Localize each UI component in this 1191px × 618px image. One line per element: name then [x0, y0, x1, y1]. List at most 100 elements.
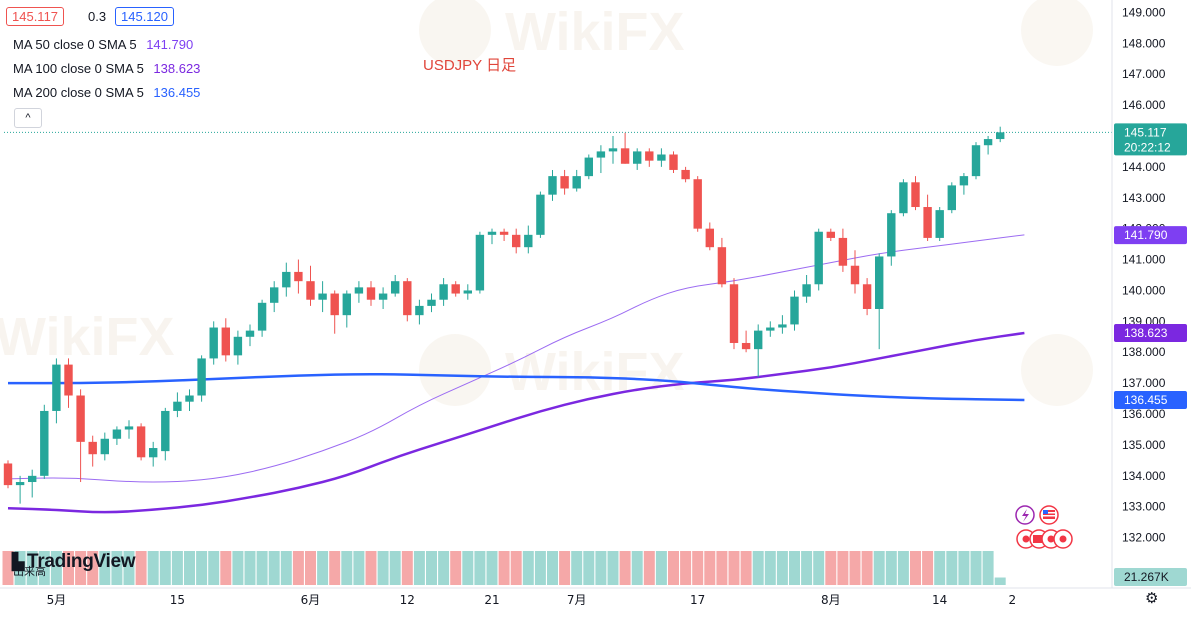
- candle[interactable]: [185, 395, 194, 402]
- candle[interactable]: [15, 482, 25, 486]
- price-tick-label: 133.000: [1122, 500, 1166, 514]
- candle[interactable]: [209, 327, 218, 359]
- price-axis[interactable]: 149.000148.000147.000146.000145.000144.0…: [1111, 0, 1191, 613]
- candle[interactable]: [487, 231, 497, 235]
- candle[interactable]: [560, 176, 569, 189]
- candle[interactable]: [294, 271, 303, 282]
- candle[interactable]: [548, 176, 557, 195]
- candle[interactable]: [100, 438, 109, 455]
- candle[interactable]: [245, 330, 255, 337]
- candle[interactable]: [512, 234, 521, 248]
- candle[interactable]: [633, 151, 642, 164]
- time-axis[interactable]: 5月 15 6月 12 21 7月 17 8月 14 2: [0, 587, 1191, 607]
- volume-bar: [510, 551, 522, 585]
- candle[interactable]: [136, 426, 146, 458]
- candle[interactable]: [935, 210, 944, 238]
- candle[interactable]: [221, 327, 230, 356]
- candle[interactable]: [391, 281, 400, 294]
- candle[interactable]: [645, 151, 654, 161]
- candle[interactable]: [790, 296, 799, 325]
- candle[interactable]: [572, 176, 581, 189]
- candle[interactable]: [112, 429, 122, 439]
- ma200-legend[interactable]: MA 200 close 0 SMA 5 136.455: [13, 85, 200, 100]
- candle[interactable]: [802, 284, 811, 297]
- candle[interactable]: [88, 441, 97, 455]
- candle[interactable]: [729, 284, 739, 343]
- candle[interactable]: [475, 234, 485, 291]
- candle[interactable]: [608, 148, 618, 152]
- candle[interactable]: [862, 284, 872, 309]
- candle[interactable]: [173, 401, 182, 411]
- candle[interactable]: [911, 182, 920, 208]
- candle[interactable]: [814, 231, 823, 285]
- candle[interactable]: [971, 145, 981, 177]
- collapse-legend-button[interactable]: ^: [14, 108, 42, 128]
- candle[interactable]: [270, 287, 279, 303]
- candle[interactable]: [620, 148, 630, 164]
- candle[interactable]: [427, 299, 436, 306]
- candle[interactable]: [778, 324, 787, 328]
- candle[interactable]: [197, 358, 206, 396]
- ma100-legend[interactable]: MA 100 close 0 SMA 5 138.623: [13, 61, 200, 76]
- candle[interactable]: [681, 169, 690, 180]
- candle[interactable]: [52, 364, 61, 411]
- candle[interactable]: [717, 247, 727, 285]
- candle[interactable]: [596, 151, 606, 158]
- candle[interactable]: [342, 293, 351, 316]
- candle[interactable]: [499, 231, 509, 235]
- candle[interactable]: [463, 290, 472, 294]
- candle[interactable]: [826, 231, 835, 238]
- candle[interactable]: [354, 287, 364, 294]
- candle[interactable]: [899, 182, 908, 214]
- candle[interactable]: [524, 234, 533, 248]
- candle[interactable]: [451, 284, 460, 294]
- volume-bar: [38, 551, 50, 585]
- us-flag-icon[interactable]: [1039, 505, 1059, 525]
- candle[interactable]: [257, 302, 267, 331]
- candle[interactable]: [64, 364, 73, 396]
- candle[interactable]: [669, 154, 678, 170]
- volume-bar: [26, 551, 38, 585]
- candle[interactable]: [887, 213, 896, 257]
- candle[interactable]: [378, 293, 388, 300]
- bid-price-box[interactable]: 145.117: [6, 7, 65, 26]
- candle[interactable]: [415, 305, 424, 316]
- ma50-legend[interactable]: MA 50 close 0 SMA 5 141.790: [13, 37, 193, 52]
- event-cluster-icon[interactable]: [1016, 529, 1073, 549]
- ask-price-box[interactable]: 145.120: [115, 7, 174, 26]
- candle[interactable]: [306, 281, 315, 300]
- candle[interactable]: [838, 237, 848, 266]
- candle[interactable]: [124, 426, 134, 430]
- candle[interactable]: [366, 287, 376, 300]
- candle[interactable]: [693, 179, 702, 229]
- candle[interactable]: [705, 228, 714, 248]
- candle[interactable]: [657, 154, 666, 161]
- candle[interactable]: [741, 342, 751, 350]
- candle[interactable]: [3, 463, 13, 486]
- candle[interactable]: [439, 284, 448, 300]
- candle[interactable]: [766, 327, 775, 331]
- candle[interactable]: [983, 139, 993, 146]
- candle[interactable]: [28, 475, 37, 483]
- lightning-event-icon[interactable]: [1015, 505, 1035, 525]
- candle[interactable]: [233, 336, 243, 356]
- candle[interactable]: [959, 176, 969, 186]
- candle[interactable]: [40, 410, 49, 476]
- candle[interactable]: [996, 132, 1005, 140]
- candle[interactable]: [947, 185, 956, 211]
- candle[interactable]: [536, 194, 545, 235]
- candle[interactable]: [754, 330, 763, 350]
- candle[interactable]: [161, 410, 170, 452]
- candle[interactable]: [330, 293, 339, 316]
- settings-gear-icon[interactable]: ⚙: [1145, 590, 1159, 607]
- candle[interactable]: [584, 157, 593, 177]
- candle[interactable]: [149, 448, 158, 458]
- candle[interactable]: [76, 395, 85, 442]
- candle[interactable]: [875, 256, 884, 309]
- candle[interactable]: [282, 271, 291, 288]
- candle[interactable]: [403, 281, 412, 316]
- candle[interactable]: [850, 265, 860, 285]
- candle[interactable]: [923, 207, 932, 238]
- candle[interactable]: [318, 293, 327, 300]
